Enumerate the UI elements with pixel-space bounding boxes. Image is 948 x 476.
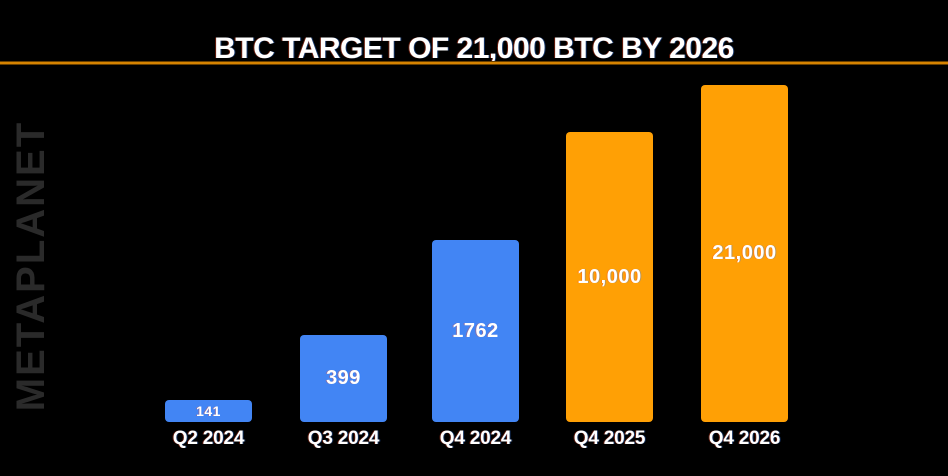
- bar-value-label: 141: [196, 403, 221, 419]
- x-axis-label: Q2 2024: [172, 428, 245, 449]
- bar-q4-2026: 21,000: [701, 85, 788, 422]
- bar-q3-2024: 399: [300, 335, 387, 422]
- bar-value-label: 10,000: [577, 265, 642, 288]
- bar-value-label: 21,000: [712, 242, 777, 264]
- bar-q4-2025: 10,000: [566, 132, 653, 422]
- x-axis-label: Q4 2024: [439, 428, 512, 449]
- chart-title: BTC TARGET OF 21,000 BTC BY 2026: [214, 32, 734, 66]
- bar-q4-2024: 1762: [432, 240, 519, 422]
- bar-value-label: 1762: [452, 319, 499, 342]
- bar-q2-2024: 141: [165, 400, 252, 422]
- x-axis-label: Q4 2026: [708, 428, 781, 449]
- x-axis-label: Q4 2025: [573, 428, 646, 449]
- watermark-metaplanet: METAPLANET: [9, 120, 53, 412]
- title-divider-line: [0, 61, 948, 65]
- bar-value-label: 399: [326, 367, 361, 389]
- x-axis-label: Q3 2024: [307, 428, 380, 449]
